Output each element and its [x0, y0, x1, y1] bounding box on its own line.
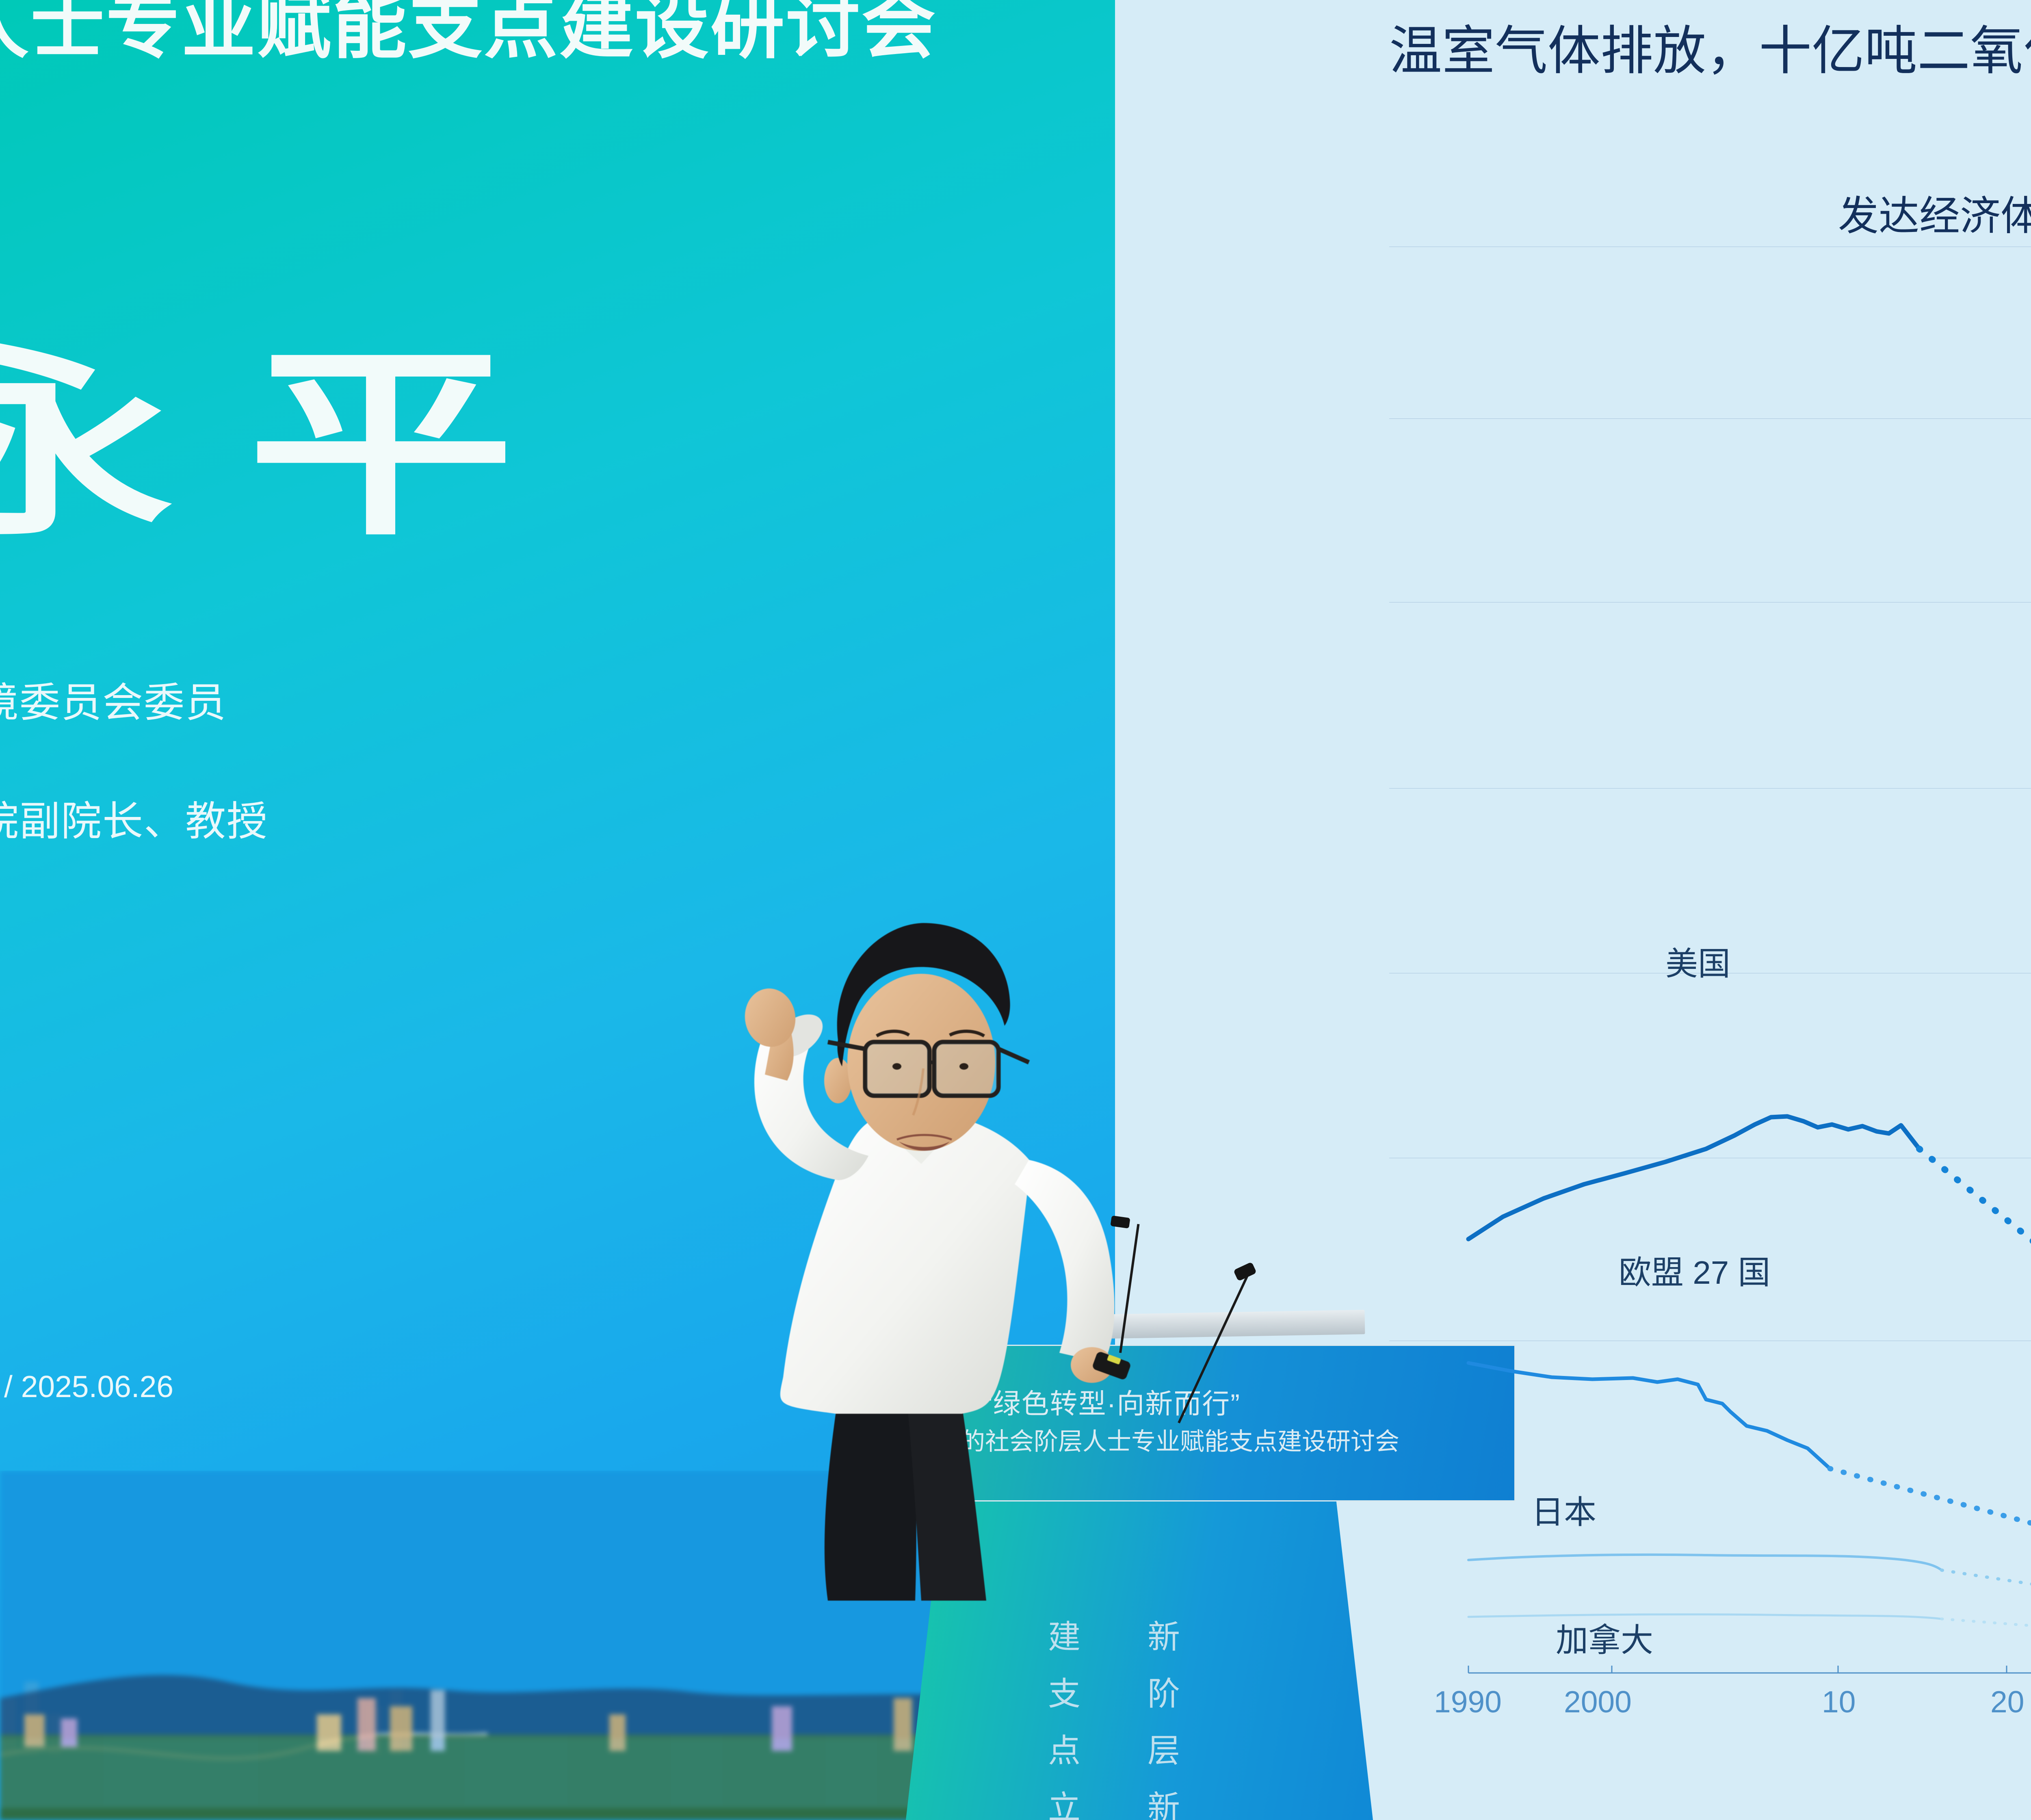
svg-text:欧盟 27 国: 欧盟 27 国 — [1619, 1254, 1770, 1291]
svg-text:加拿大: 加拿大 — [1556, 1622, 1653, 1658]
svg-text:1990: 1990 — [1434, 1685, 1502, 1719]
svg-text:2000: 2000 — [1564, 1685, 1632, 1719]
svg-text:20: 20 — [1990, 1685, 2024, 1719]
svg-text:美国: 美国 — [1665, 946, 1730, 982]
svg-text:日本: 日本 — [1531, 1494, 1596, 1530]
svg-text:10: 10 — [1822, 1685, 1856, 1719]
